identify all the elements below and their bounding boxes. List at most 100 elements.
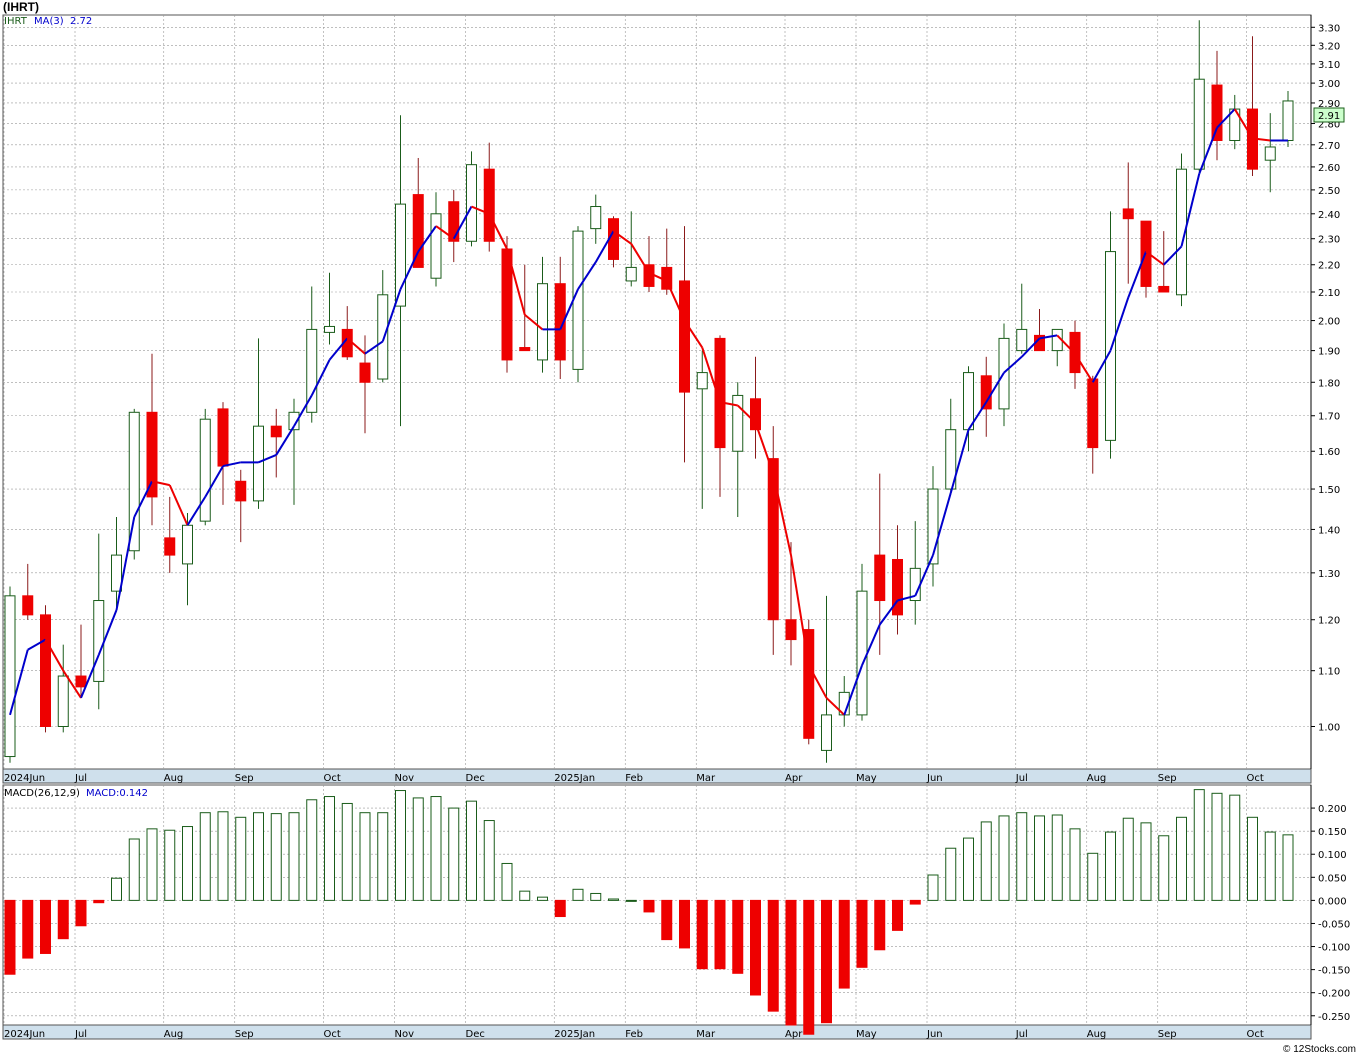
ma-segment — [612, 230, 632, 245]
macd-y-tick-label: -0.250 — [1318, 1012, 1350, 1023]
ma-segment — [186, 496, 207, 526]
macd-y-tick-label: 0.150 — [1318, 827, 1347, 838]
price-legend-ma: MA(3) — [34, 16, 64, 27]
ma-segment — [1021, 337, 1041, 358]
macd-bar-positive — [980, 821, 992, 901]
macd-bar-positive — [235, 816, 247, 901]
price-y-tick-label: 3.20 — [1318, 41, 1340, 52]
candle-down — [1087, 378, 1099, 449]
candle-up — [572, 230, 584, 370]
ma-segment — [1252, 137, 1271, 142]
candle-up — [1264, 146, 1276, 161]
copyright-footer: © 12Stocks.com — [1283, 1044, 1356, 1055]
ma-segment — [364, 340, 384, 355]
macd-bar-negative — [892, 899, 903, 931]
ma-segment — [843, 665, 863, 716]
ma-segment — [737, 404, 757, 424]
candle-down — [235, 480, 247, 502]
macd-bar-positive — [572, 888, 584, 901]
candle-down — [714, 337, 726, 449]
macd-plot-frame — [2, 784, 1312, 1026]
macd-bar-positive — [963, 837, 974, 901]
candle-up — [696, 372, 708, 390]
ma-segment — [878, 599, 899, 626]
ma-segment — [985, 372, 1005, 403]
macd-x-tick-label: Aug — [1087, 1029, 1107, 1040]
macd-panel: 2024Jun Jul Aug Sep Oct Nov Dec 2025Jan Feb Mar Ap… — [2, 784, 1350, 1040]
macd-bar-negative — [767, 899, 779, 1012]
macd-x-tick-label: Apr — [785, 1029, 803, 1040]
macd-y-tick-label: 0.000 — [1318, 896, 1347, 907]
macd-bar-positive — [1122, 817, 1134, 901]
macd-bar-positive — [306, 799, 318, 901]
macd-x-tick-label: 2024Jun — [4, 1029, 45, 1040]
ma-segment — [1003, 356, 1023, 374]
ma-segment — [97, 609, 118, 656]
candle-up — [537, 283, 548, 361]
macd-bar-positive — [412, 797, 424, 901]
macd-bar-positive — [164, 829, 176, 901]
macd-bar-negative — [714, 899, 726, 970]
price-x-tick-label: 2024Jun — [4, 773, 45, 784]
ma-segment — [914, 554, 934, 597]
candle-up — [466, 164, 477, 242]
macd-bar-negative — [909, 899, 921, 905]
macd-bar-positive — [111, 877, 122, 901]
macd-x-tick-label: Sep — [235, 1029, 254, 1040]
candle-down — [270, 425, 282, 438]
macd-bar-positive — [182, 826, 193, 901]
macd-bar-negative — [732, 899, 744, 974]
macd-bar-negative — [750, 899, 761, 996]
macd-bar-positive — [1193, 789, 1205, 901]
ma-segment — [1180, 173, 1201, 247]
ma-segment — [381, 288, 402, 342]
price-x-tick-label: Sep — [1158, 773, 1177, 784]
ma-segment — [825, 697, 845, 716]
price-y-tick-label: 2.40 — [1318, 210, 1340, 221]
ma-segment — [1145, 250, 1165, 266]
price-x-tick-label: Dec — [466, 773, 485, 784]
macd-x-tick-label: May — [856, 1029, 877, 1040]
candle-up — [128, 411, 140, 552]
price-legend-ma-value: 2.72 — [70, 16, 92, 27]
price-y-tick-label: 2.00 — [1318, 317, 1340, 328]
candle-up — [590, 206, 602, 230]
macd-bar-positive — [1087, 852, 1099, 901]
price-x-tick-label: Feb — [625, 773, 643, 784]
last-price-label: 2.91 — [1318, 111, 1340, 122]
macd-x-tick-label: Dec — [466, 1029, 485, 1040]
macd-bar-negative — [803, 899, 815, 1035]
ma-segment — [222, 461, 241, 468]
candle-down — [750, 398, 761, 431]
candle-up — [927, 488, 939, 565]
ma-segment — [683, 320, 704, 349]
ma-segment — [9, 649, 29, 716]
macd-bar-negative — [874, 899, 886, 951]
macd-bar-positive — [1264, 831, 1276, 901]
ma-segment — [275, 425, 295, 456]
candle-up — [93, 600, 105, 682]
macd-x-tick-label: Aug — [164, 1029, 184, 1040]
price-y-tick-label: 1.60 — [1318, 447, 1340, 458]
candle-up — [963, 372, 974, 431]
ma-segment — [1127, 251, 1147, 298]
ma-segment — [719, 401, 738, 407]
ma-segment — [1216, 108, 1236, 129]
candle-up — [395, 203, 406, 307]
candle-up — [430, 213, 442, 279]
ma-segment — [897, 594, 916, 602]
macd-y-tick-label: 0.200 — [1318, 804, 1347, 815]
macd-x-tick-label: Feb — [625, 1029, 643, 1040]
candle-up — [306, 328, 318, 413]
ma-segment — [1233, 108, 1254, 139]
macd-y-tick-label: -0.050 — [1318, 919, 1350, 930]
macd-bar-positive — [1176, 816, 1187, 901]
price-y-tick-label: 1.30 — [1318, 569, 1340, 580]
ma-segment — [133, 480, 153, 518]
macd-bar-positive — [199, 812, 211, 901]
ma-segment — [258, 453, 277, 464]
ma-segment — [168, 484, 189, 526]
price-y-tick-label: 2.50 — [1318, 186, 1340, 197]
ma-segment — [151, 480, 170, 487]
